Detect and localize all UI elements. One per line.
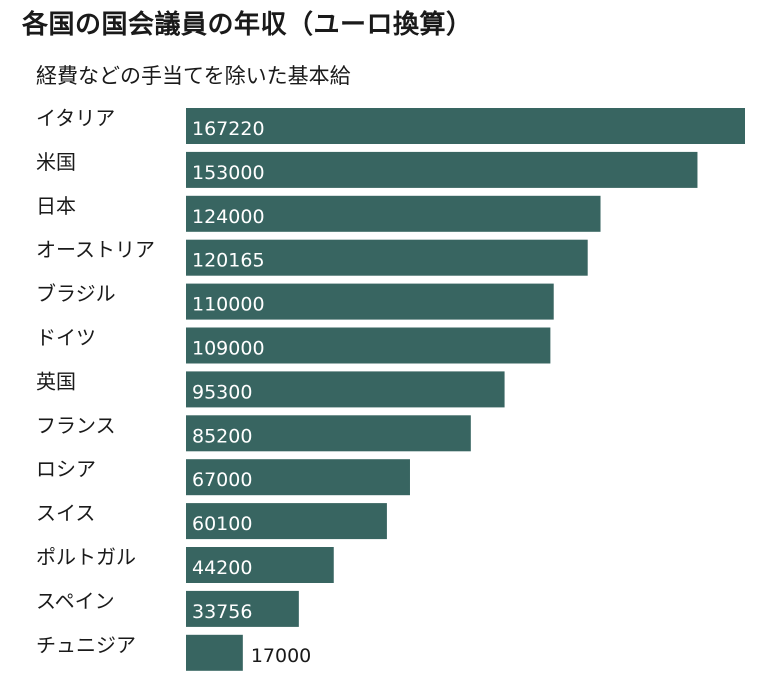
category-label: 米国 (36, 150, 76, 174)
value-label: 33756 (192, 601, 252, 623)
bar (186, 634, 243, 671)
bar (186, 503, 387, 540)
category-label: ドイツ (36, 326, 96, 350)
bar (186, 108, 745, 144)
value-label: 95300 (192, 381, 252, 403)
value-label: 44200 (192, 557, 252, 579)
bar (186, 239, 588, 276)
bar (186, 195, 601, 232)
category-label: チュニジア (36, 633, 136, 657)
category-label: ポルトガル (36, 545, 136, 569)
value-label: 124000 (192, 206, 265, 228)
value-label: 167220 (192, 118, 265, 140)
category-label: ロシア (36, 457, 96, 481)
category-label: 日本 (36, 194, 76, 218)
value-label: 17000 (251, 645, 311, 667)
category-label: スイス (36, 501, 95, 525)
bar (186, 415, 471, 452)
category-label: スペイン (36, 589, 115, 613)
value-label: 153000 (192, 162, 265, 184)
chart-title: 各国の国会議員の年収（ユーロ換算） (22, 10, 473, 40)
bar (186, 151, 698, 188)
bar (186, 371, 505, 408)
category-label: フランス (36, 413, 116, 437)
bar (186, 547, 334, 583)
category-label: 英国 (36, 369, 76, 393)
bar (186, 459, 410, 496)
bar (186, 327, 551, 364)
bar (186, 283, 554, 320)
value-label: 120165 (192, 250, 265, 272)
value-label: 67000 (192, 469, 252, 491)
value-label: 110000 (192, 294, 265, 316)
category-label: オーストリア (36, 238, 155, 262)
chart-subtitle: 経費などの手当てを除いた基本給 (36, 64, 351, 88)
value-label: 60100 (192, 513, 252, 535)
value-label: 109000 (192, 338, 265, 360)
category-label: ブラジル (36, 282, 116, 306)
category-label: イタリア (36, 106, 115, 130)
bar (186, 590, 299, 627)
value-label: 85200 (192, 425, 252, 447)
